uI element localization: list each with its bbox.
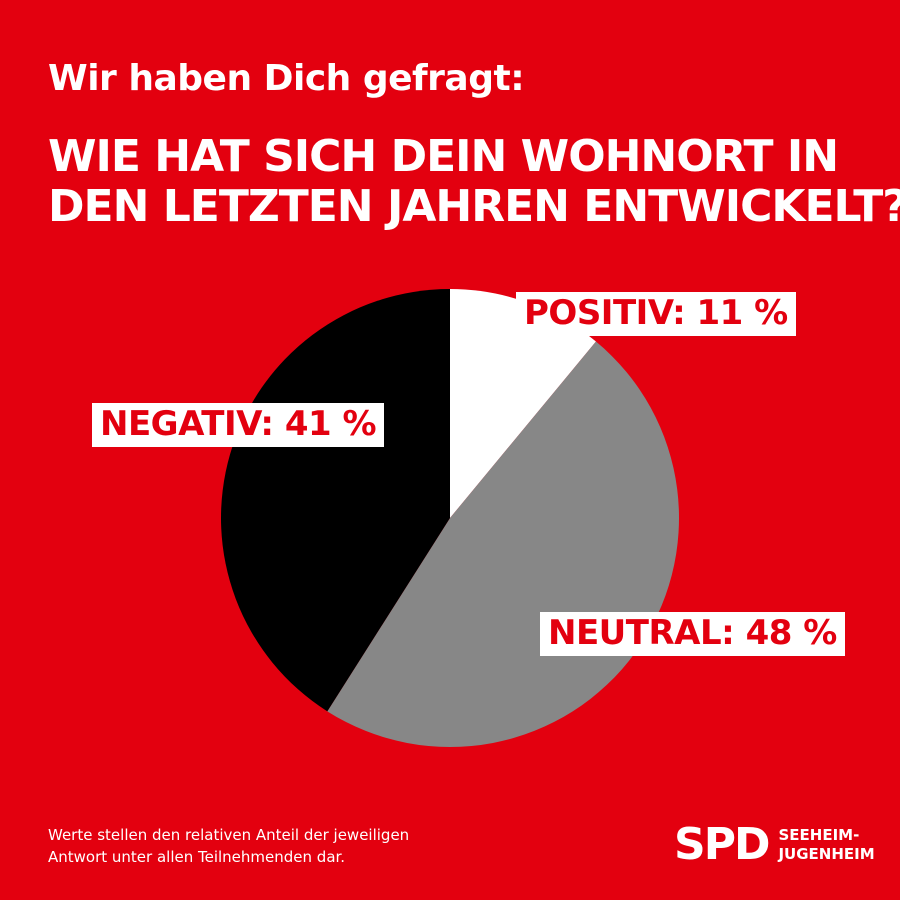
slice-label-neutral: NEUTRAL: 48 % bbox=[540, 612, 845, 656]
title-line-1: WIE HAT SICH DEIN WOHNORT IN bbox=[48, 131, 839, 182]
footnote-line-2: Antwort unter allen Teilnehmenden dar. bbox=[48, 848, 346, 866]
logo-mark: SPD bbox=[674, 819, 770, 870]
logo-line-2: JUGENHEIM bbox=[778, 845, 875, 863]
page-title: WIE HAT SICH DEIN WOHNORT IN DEN LETZTEN… bbox=[48, 131, 900, 232]
pie-slice-negativ bbox=[221, 289, 450, 712]
slice-label-negativ: NEGATIV: 41 % bbox=[92, 403, 385, 447]
logo-line-1: SEEHEIM- bbox=[778, 826, 860, 844]
page-subtitle: Wir haben Dich gefragt: bbox=[48, 58, 525, 99]
footnote-line-1: Werte stellen den relativen Anteil der j… bbox=[48, 826, 410, 844]
pie-slice-positiv bbox=[450, 289, 596, 518]
footnote: Werte stellen den relativen Anteil der j… bbox=[48, 824, 468, 868]
logo-text: SEEHEIM- JUGENHEIM bbox=[778, 826, 874, 864]
title-line-2: DEN LETZTEN JAHREN ENTWICKELT? bbox=[48, 181, 900, 232]
slice-label-positiv: POSITIV: 11 % bbox=[516, 292, 796, 336]
spd-logo: SPD SEEHEIM- JUGENHEIM bbox=[674, 823, 875, 867]
